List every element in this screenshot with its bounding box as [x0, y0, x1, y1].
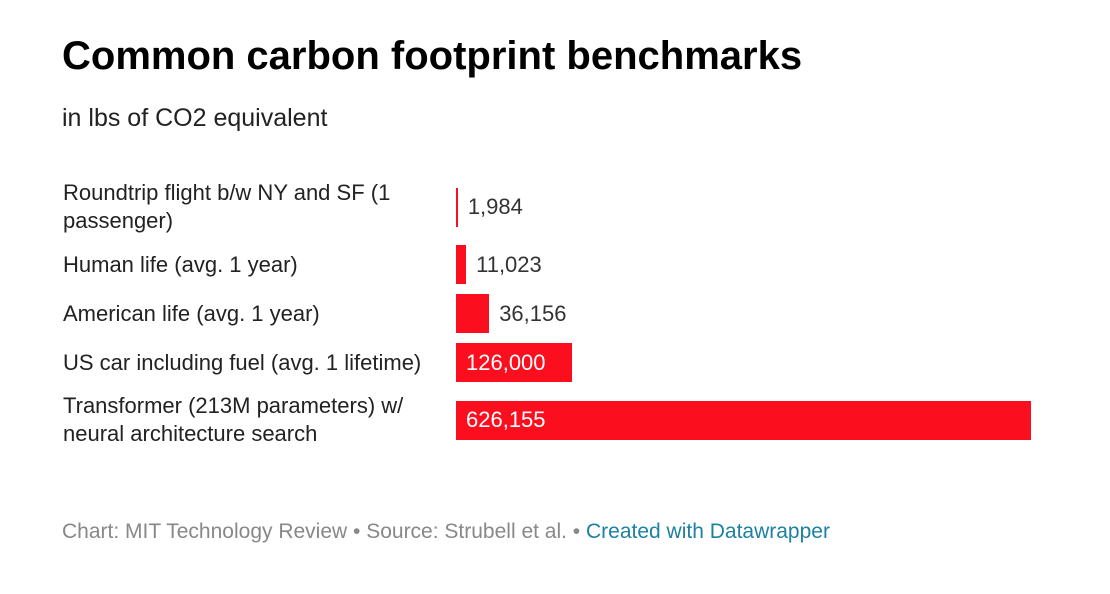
chart-title: Common carbon footprint benchmarks [62, 34, 803, 78]
category-label: Transformer (213M parameters) w/ neural … [63, 393, 404, 446]
value-label: 626,155 [466, 407, 546, 432]
bar [456, 400, 1031, 440]
bar-row: US car including fuel (avg. 1 lifetime) 1… [63, 343, 1033, 382]
bar-track: 1,984 [456, 187, 1031, 227]
bar-row: Roundtrip flight b/w NY and SF (1 passen… [63, 179, 1033, 235]
footer-link[interactable]: Created with Datawrapper [586, 520, 830, 543]
bar [456, 187, 458, 227]
bar-track: 36,156 [456, 294, 1031, 333]
bar-track: 126,000 [456, 343, 1031, 382]
bar [456, 245, 467, 284]
value-label: 11,023 [476, 251, 542, 277]
category-label: Human life (avg. 1 year) [63, 251, 298, 277]
category-label: American life (avg. 1 year) [63, 300, 320, 326]
footer: Chart: MIT Technology Review • Source: S… [62, 520, 830, 544]
value-label: 126,000 [466, 349, 546, 375]
bar-chart: Roundtrip flight b/w NY and SF (1 passen… [63, 179, 1033, 448]
bar-track: 626,155 [456, 400, 1031, 440]
footer-notes: Chart: MIT Technology Review • Source: S… [62, 520, 581, 543]
bar-row: Human life (avg. 1 year) 11,023 [63, 245, 1033, 284]
chart-subtitle: in lbs of CO2 equivalent [62, 104, 328, 132]
bar [456, 294, 490, 333]
bar-track: 11,023 [456, 245, 1031, 284]
category-label: Roundtrip flight b/w NY and SF (1 passen… [63, 180, 391, 233]
value-label: 36,156 [499, 300, 567, 326]
value-label: 1,984 [467, 194, 523, 219]
bar-row: Transformer (213M parameters) w/ neural … [63, 392, 1033, 448]
bar-row: American life (avg. 1 year) 36,156 [63, 294, 1033, 333]
category-label: US car including fuel (avg. 1 lifetime) [63, 349, 422, 375]
bar [456, 343, 572, 382]
